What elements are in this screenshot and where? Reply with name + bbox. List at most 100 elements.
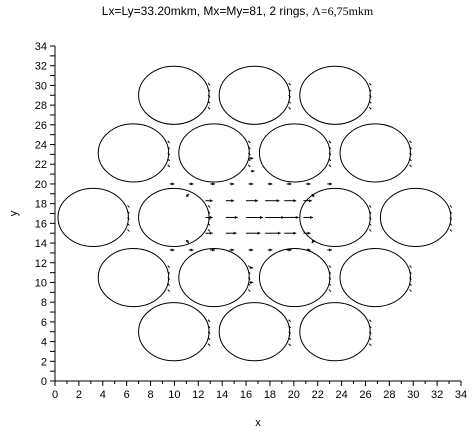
hole-edge-mark (368, 217, 372, 220)
hole-edge-mark (207, 229, 211, 232)
hole-edge-mark (247, 152, 251, 156)
hole-edge-mark (409, 146, 412, 150)
field-arrow (311, 239, 315, 244)
hole-edge-mark (368, 229, 372, 232)
y-tick-label: 32 (35, 61, 47, 73)
field-arrow (265, 199, 280, 203)
hole-edge-mark (368, 106, 372, 110)
y-tick-label: 14 (35, 238, 47, 250)
x-tick-label: 30 (407, 389, 419, 401)
hole-edge-mark (207, 82, 211, 86)
air-hole (299, 65, 371, 125)
field-arrows-layer (169, 156, 333, 285)
hole-edge-mark (288, 337, 291, 341)
field-arrow (246, 231, 261, 235)
x-tick-label: 14 (216, 389, 228, 401)
hole-edge-mark (207, 94, 211, 98)
field-arrow (284, 231, 297, 235)
hole-edge-mark (328, 140, 332, 144)
x-tick-label: 24 (335, 389, 347, 401)
x-tick-label: 6 (124, 389, 130, 401)
x-tick-label: 34 (455, 389, 467, 401)
field-arrow (265, 215, 285, 219)
hole-edge-mark (207, 343, 211, 347)
field-arrow (248, 248, 254, 252)
hole-edge-mark (207, 106, 211, 110)
field-arrow (284, 215, 299, 219)
hole-edge-mark (449, 205, 453, 208)
hole-edge-mark (368, 337, 372, 341)
x-tick-label: 4 (100, 389, 106, 401)
field-arrow (205, 215, 213, 219)
air-hole (339, 247, 411, 308)
hole-edge-mark (449, 211, 453, 214)
hole-edge-mark (247, 277, 251, 280)
hole-edge-mark (368, 211, 372, 214)
y-tick-label: 34 (35, 41, 47, 53)
y-tick-label: 26 (35, 120, 47, 132)
hole-edge-mark (288, 88, 291, 92)
y-tick-label: 24 (35, 140, 47, 152)
x-tick-label: 12 (192, 389, 204, 401)
hole-edge-mark (207, 100, 211, 104)
hole-edge-mark (167, 271, 171, 274)
hole-edge-mark (288, 82, 291, 86)
hole-edge-mark (409, 289, 412, 292)
chart-title-main: Lx=Ly=33.20mkm, Mx=My=81, 2 rings, (101, 4, 313, 18)
hole-edge-mark (328, 265, 332, 268)
hole-edge-mark (167, 152, 171, 156)
hole-edge-mark (167, 283, 171, 286)
air-hole (258, 123, 331, 183)
hole-edge-mark (247, 271, 251, 274)
hole-edge-mark (368, 319, 372, 323)
y-tick-label: 2 (41, 356, 47, 368)
field-arrow (286, 182, 292, 186)
air-hole (97, 247, 170, 308)
hole-edge-mark (288, 343, 291, 347)
air-hole (379, 187, 452, 248)
hole-edge-mark (207, 88, 211, 92)
field-arrow (210, 182, 216, 186)
hole-edge-mark (409, 164, 412, 168)
air-hole (57, 187, 129, 248)
hole-edge-mark (409, 140, 412, 144)
y-tick-label: 4 (41, 337, 47, 349)
field-arrow (169, 248, 175, 252)
y-tick-label: 22 (35, 159, 47, 171)
hole-edge-mark (167, 158, 171, 162)
field-arrow (305, 248, 311, 252)
x-tick-label: 32 (431, 389, 443, 401)
hole-edge-mark (288, 319, 291, 323)
x-tick-label: 0 (52, 389, 58, 401)
hole-edge-mark (247, 140, 251, 144)
hole-edge-mark (368, 82, 372, 86)
field-arrow (303, 199, 312, 203)
hole-edge-mark (247, 164, 251, 168)
field-arrow (327, 182, 333, 186)
hole-edge-mark (207, 223, 211, 226)
field-arrow (250, 169, 255, 173)
field-arrow (248, 182, 254, 186)
hole-edge-mark (167, 277, 171, 280)
hole-edge-mark (449, 217, 453, 220)
y-tick-label: 16 (35, 218, 47, 230)
y-tick-label: 30 (35, 80, 47, 92)
field-arrow (248, 156, 254, 160)
axes-layer (54, 46, 461, 382)
air-hole (299, 187, 371, 248)
field-arrow (188, 182, 194, 186)
hole-edge-mark (409, 277, 412, 280)
hole-edge-mark (127, 223, 130, 226)
hole-edge-mark (207, 325, 211, 329)
hole-edge-mark (328, 283, 332, 286)
field-arrow (229, 182, 235, 186)
hole-edge-mark (328, 289, 332, 292)
hole-edge-mark (409, 265, 412, 268)
hole-edge-mark (409, 283, 412, 286)
hole-edge-mark (127, 217, 130, 220)
field-arrow (210, 248, 216, 252)
hole-edge-mark (368, 223, 372, 226)
hole-edge-mark (288, 94, 291, 98)
y-tick-label: 12 (35, 258, 47, 270)
y-tick-label: 6 (41, 317, 47, 329)
